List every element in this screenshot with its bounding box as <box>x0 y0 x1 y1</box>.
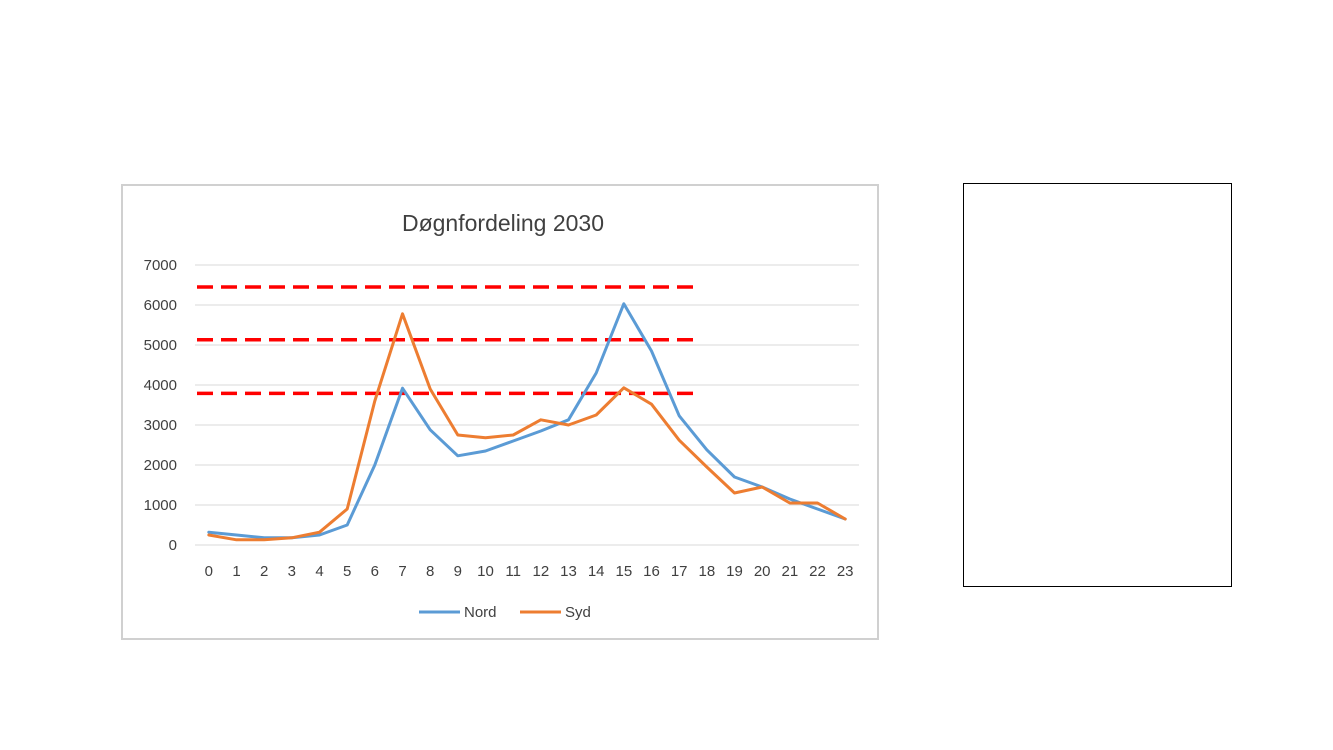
y-tick-label-0: 0 <box>169 537 177 554</box>
y-tick-label-6000: 6000 <box>144 297 177 314</box>
x-tick-label-10: 10 <box>477 563 494 580</box>
x-tick-label-2: 2 <box>260 563 268 580</box>
x-tick-label-1: 1 <box>232 563 240 580</box>
x-tick-label-13: 13 <box>560 563 577 580</box>
x-tick-label-20: 20 <box>754 563 771 580</box>
x-tick-label-22: 22 <box>809 563 826 580</box>
x-tick-label-12: 12 <box>532 563 549 580</box>
series-line-nord <box>207 302 847 540</box>
x-tick-label-16: 16 <box>643 563 660 580</box>
chart-title: Døgnfordeling 2030 <box>402 210 604 236</box>
chart-svg: Døgnfordeling 2030 0 1000 2000 3000 4000 5000… <box>144 210 859 621</box>
x-tick-label-18: 18 <box>698 563 715 580</box>
x-tick-label-3: 3 <box>288 563 296 580</box>
x-tick-label-14: 14 <box>588 563 605 580</box>
y-tick-label-3000: 3000 <box>144 417 177 434</box>
x-axis-ticks: 0 1 2 3 4 5 6 7 8 9 10 11 12 13 14 15 16 17 18 19 20 21 22 23 <box>205 563 854 580</box>
series-layer <box>207 302 847 542</box>
x-tick-label-15: 15 <box>615 563 632 580</box>
grid-layer <box>195 264 859 546</box>
x-tick-label-0: 0 <box>205 563 213 580</box>
y-tick-label-5000: 5000 <box>144 337 177 354</box>
y-axis-ticks: 0 1000 2000 3000 4000 5000 6000 7000 <box>144 257 177 554</box>
y-tick-label-4000: 4000 <box>144 377 177 394</box>
x-tick-label-11: 11 <box>505 563 521 580</box>
series-line-syd <box>207 312 847 542</box>
x-tick-label-23: 23 <box>837 563 854 580</box>
y-tick-label-2000: 2000 <box>144 457 177 474</box>
legend: Nord Syd <box>419 604 591 621</box>
x-tick-label-9: 9 <box>454 563 462 580</box>
x-tick-label-5: 5 <box>343 563 351 580</box>
x-tick-label-6: 6 <box>371 563 379 580</box>
y-tick-label-7000: 7000 <box>144 257 177 274</box>
x-tick-label-19: 19 <box>726 563 743 580</box>
y-tick-label-1000: 1000 <box>144 497 177 514</box>
x-tick-label-4: 4 <box>315 563 323 580</box>
x-tick-label-7: 7 <box>398 563 406 580</box>
x-tick-label-21: 21 <box>781 563 798 580</box>
x-tick-label-8: 8 <box>426 563 434 580</box>
chart-frame: Døgnfordeling 2030 0 1000 2000 3000 4000 5000… <box>121 184 879 640</box>
legend-label-nord: Nord <box>464 604 497 621</box>
legend-label-syd: Syd <box>565 604 591 621</box>
side-panel-box <box>963 183 1232 587</box>
x-tick-label-17: 17 <box>671 563 688 580</box>
